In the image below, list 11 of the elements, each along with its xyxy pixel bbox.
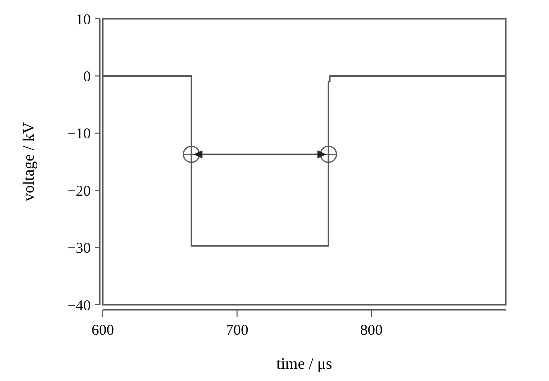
x-tick-label: 600 <box>92 323 114 339</box>
y-tick-label: 10 <box>76 12 91 28</box>
y-tick-label: 0 <box>84 69 91 86</box>
y-tick-label: −20 <box>68 184 91 200</box>
x-tick-label: 700 <box>226 323 249 339</box>
y-tick-label: −40 <box>68 298 91 314</box>
x-axis-title: time / μs <box>276 356 332 373</box>
y-axis-title: voltage / kV <box>21 122 38 202</box>
y-tick-label: −30 <box>68 241 91 258</box>
y-tick-label: −10 <box>68 126 91 143</box>
x-tick-label: 800 <box>360 323 383 339</box>
